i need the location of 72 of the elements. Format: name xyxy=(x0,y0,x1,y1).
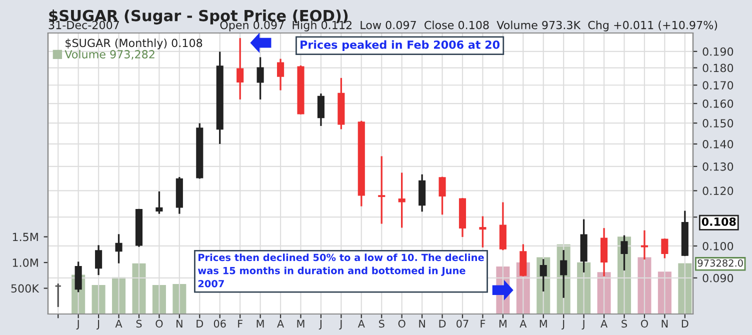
candlestick xyxy=(54,284,62,307)
text: 973282.0 xyxy=(698,259,743,267)
candlestick xyxy=(156,191,163,214)
y-tick-label: 0.190 xyxy=(702,47,734,56)
candlestick xyxy=(236,38,244,100)
x-tick-label: M xyxy=(499,320,506,328)
x-tick-label: J xyxy=(96,320,100,330)
x-tick-label: N xyxy=(419,320,425,328)
candlestick xyxy=(378,156,386,224)
x-tick-label: D xyxy=(439,320,446,328)
annotation: Prices peaked in Feb 2006 at 20 xyxy=(300,40,500,52)
candlestick xyxy=(74,262,82,292)
x-tick-label: N xyxy=(662,320,668,328)
text: 0.108 xyxy=(702,217,736,226)
x-tick-label: M xyxy=(540,320,547,328)
x-tick-label: S xyxy=(136,320,142,328)
x-tick-label: N xyxy=(176,320,182,328)
candlestick xyxy=(418,174,426,212)
x-tick-label: M xyxy=(297,320,304,328)
y-tick-label: 0.120 xyxy=(702,186,734,196)
x-tick-label: D xyxy=(196,320,204,328)
y2-tick-label: 1.0M xyxy=(12,258,38,267)
y-tick-label: 0.140 xyxy=(702,140,734,148)
x-tick-label: J xyxy=(339,320,342,330)
candlestick xyxy=(479,216,486,248)
x-tick-label: A xyxy=(115,320,122,328)
x-tick-label: J xyxy=(582,320,584,330)
x-tick-label: A xyxy=(520,320,527,328)
x-tick-label: F xyxy=(238,320,242,328)
candlestick xyxy=(95,245,102,276)
x-tick-label: O xyxy=(398,320,406,328)
x-tick-label: A xyxy=(277,320,284,328)
candlestick xyxy=(317,94,324,126)
text: $SUGAR (Monthly) 0.108 xyxy=(66,38,202,50)
y-tick-label: 0.150 xyxy=(702,119,734,128)
y-tick-label: 0.090 xyxy=(702,274,734,282)
x-tick-label: F xyxy=(480,320,486,328)
candlestick xyxy=(115,234,122,264)
x-tick-label: J xyxy=(76,320,79,330)
candlestick xyxy=(398,172,406,228)
y-tick-label: 0.180 xyxy=(702,64,734,72)
candlestick xyxy=(520,244,527,276)
candlestick xyxy=(620,235,628,270)
x-tick-label: S xyxy=(622,320,627,328)
candlestick xyxy=(540,259,547,292)
x-tick-label: A xyxy=(358,320,365,328)
x-tick-label: 06 xyxy=(214,320,226,328)
candlestick xyxy=(277,58,284,90)
candlestick xyxy=(661,238,668,258)
candlestick xyxy=(560,250,568,298)
candlestick xyxy=(640,230,648,260)
candlestick xyxy=(600,228,608,276)
candlestick xyxy=(499,202,506,250)
y-tick-label: 0.100 xyxy=(702,242,734,250)
x-tick-label: A xyxy=(600,320,608,328)
y-tick-label: 0.160 xyxy=(702,99,734,108)
candlestick xyxy=(256,57,264,100)
y2-tick-label: 500K xyxy=(11,284,40,293)
x-tick-label: O xyxy=(640,320,648,328)
y-tick-label: 0.130 xyxy=(702,162,734,171)
y-tick-label: 0.170 xyxy=(702,81,734,90)
x-tick-label: J xyxy=(562,320,564,330)
candlestick xyxy=(438,176,446,215)
x-tick-label: D xyxy=(682,320,688,328)
annotation: Prices then declined 50% to a low of 10. The decline was 15 months in duration and bottomed in June 2007 xyxy=(198,254,484,288)
legend-label: Volume 973,282 xyxy=(64,50,154,60)
x-tick-label: J xyxy=(318,320,322,330)
x-tick-label: O xyxy=(156,320,163,328)
x-tick-label: M xyxy=(256,320,264,328)
x-tick-label: 07 xyxy=(456,320,468,328)
y2-tick-label: 1.5M xyxy=(12,232,38,242)
x-tick-label: S xyxy=(379,320,384,328)
